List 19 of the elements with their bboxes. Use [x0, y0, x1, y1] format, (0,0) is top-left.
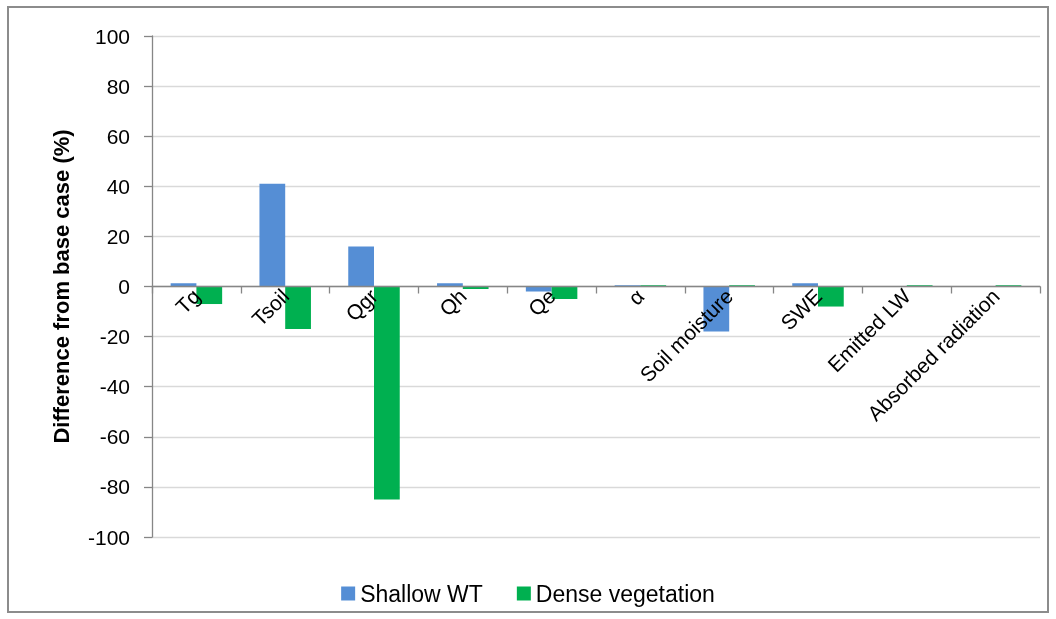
y-tick-label: 20 — [106, 224, 130, 248]
y-tick-label: 100 — [94, 24, 130, 48]
y-axis-title: Difference from base case (%) — [48, 129, 74, 444]
x-tick-label: Qh — [434, 284, 471, 321]
y-tick-label: -20 — [99, 325, 130, 349]
y-tick-label: -100 — [87, 525, 130, 549]
x-tick-label: α — [623, 284, 649, 310]
y-tick-label: -80 — [99, 475, 130, 499]
y-tick-label: -40 — [99, 375, 130, 399]
y-tick-label: 80 — [106, 74, 130, 98]
y-tick-label: 60 — [106, 124, 130, 148]
legend-label: Dense vegetation — [535, 580, 715, 607]
y-tick-label: -60 — [99, 425, 130, 449]
x-tick-label: Qgr — [341, 284, 383, 326]
x-tick-label: Qe — [523, 284, 560, 321]
legend-label: Shallow WT — [360, 580, 483, 607]
y-tick-label: 40 — [106, 174, 130, 198]
y-tick-label: 0 — [118, 275, 130, 298]
x-tick-label: Tg — [170, 284, 205, 318]
